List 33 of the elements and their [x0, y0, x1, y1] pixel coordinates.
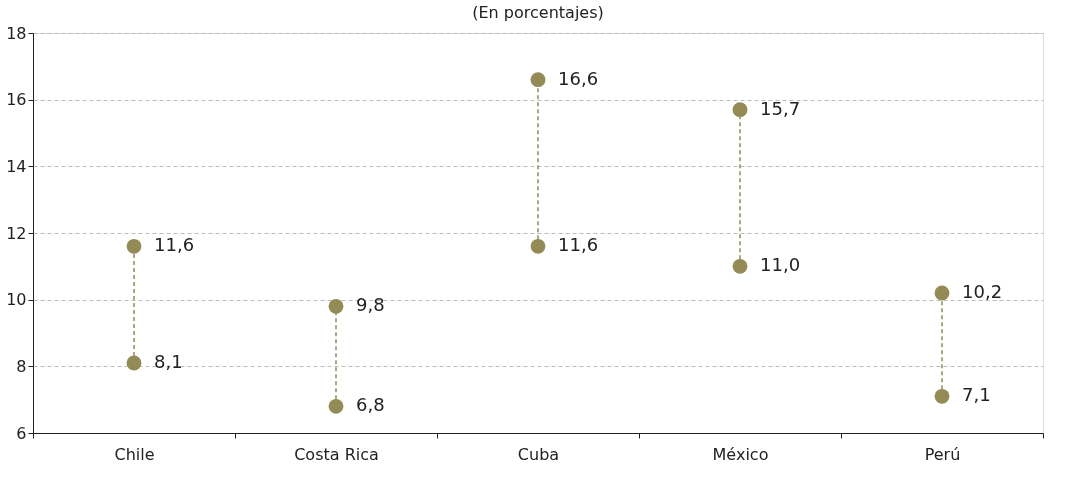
- point: [126, 238, 142, 254]
- point: [126, 355, 142, 371]
- data-label: 7,1: [962, 384, 991, 406]
- y-tick-label: 16: [6, 90, 27, 110]
- data-label: 11,0: [760, 254, 801, 276]
- y-tick-label: 10: [6, 290, 27, 310]
- y-tick-label: 18: [6, 23, 27, 43]
- data-label: 16,6: [558, 67, 599, 89]
- x-tick-label: Cuba: [517, 444, 560, 464]
- x-tick-label: Costa Rica: [294, 444, 379, 464]
- point: [732, 258, 748, 274]
- chart-title: (En porcentajes): [472, 3, 604, 22]
- point: [328, 298, 344, 314]
- point: [934, 388, 950, 404]
- point: [530, 72, 546, 88]
- point: [934, 285, 950, 301]
- data-label: 6,8: [356, 394, 385, 416]
- point: [732, 102, 748, 118]
- y-tick-label: 6: [16, 423, 27, 443]
- x-tick-label: Chile: [114, 444, 155, 464]
- x-tick-label: Perú: [924, 444, 961, 464]
- data-label: 8,1: [154, 351, 183, 372]
- data-label: 10,2: [962, 281, 1003, 302]
- x-tick-label: México: [712, 444, 769, 464]
- data-label: 9,8: [356, 294, 385, 316]
- data-label: 11,6: [154, 234, 195, 256]
- data-label: 15,7: [760, 97, 801, 119]
- point: [328, 398, 344, 414]
- y-tick-label: 12: [6, 223, 27, 243]
- point: [530, 238, 546, 254]
- data-label: 11,6: [558, 234, 599, 256]
- y-tick-label: 8: [16, 356, 27, 376]
- y-tick-label: 14: [6, 156, 27, 176]
